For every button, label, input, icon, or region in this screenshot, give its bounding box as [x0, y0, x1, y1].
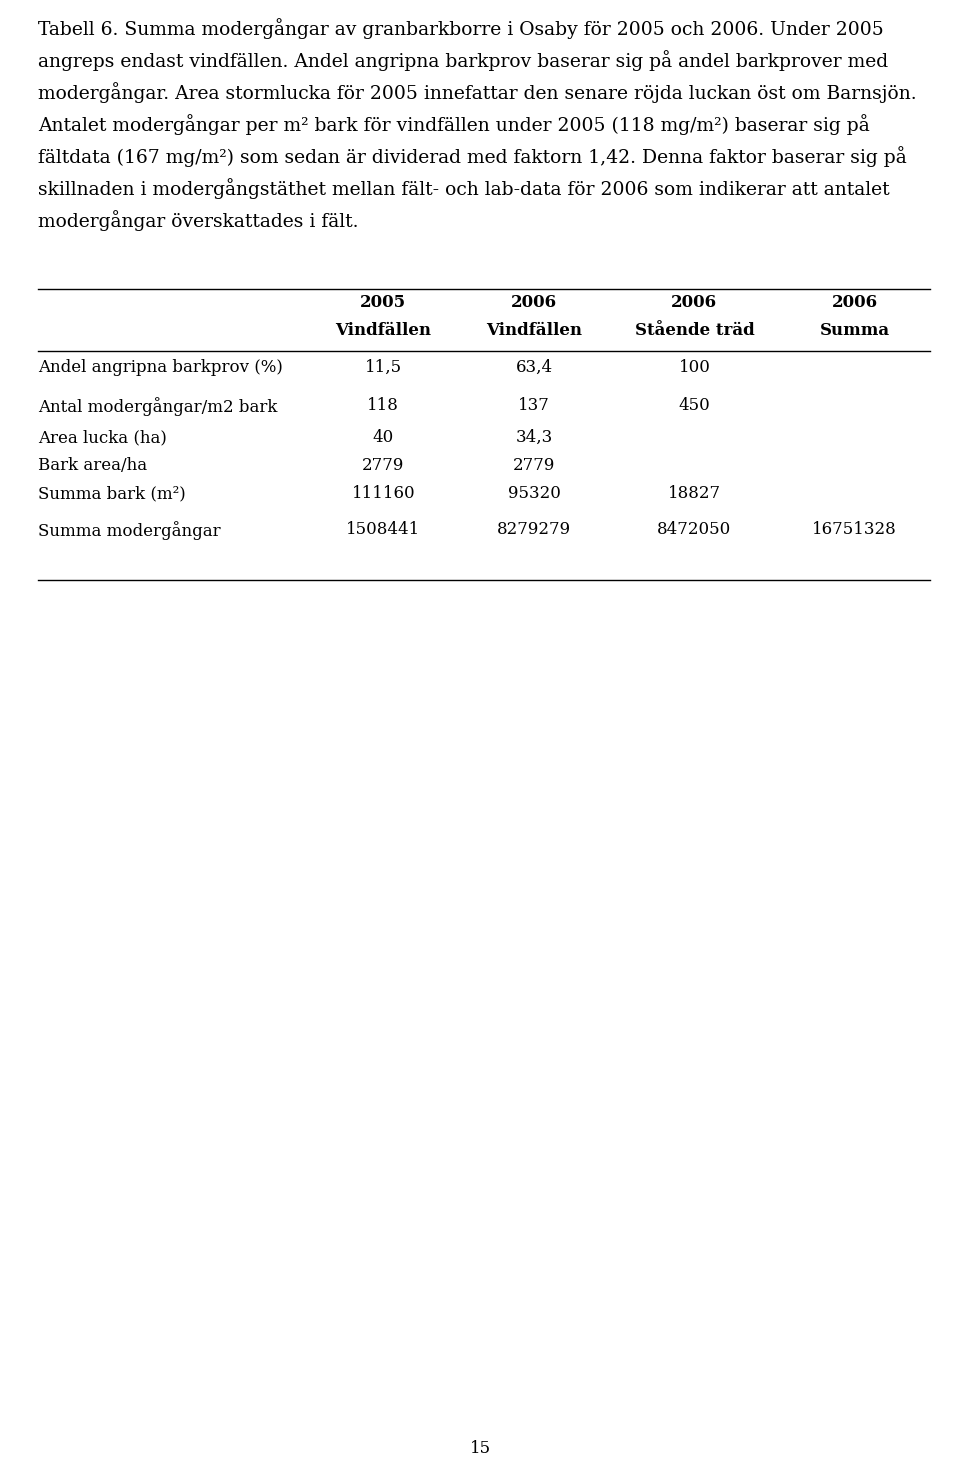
Text: Tabell 6. Summa modergångar av granbarkborre i Osaby för 2005 och 2006. Under 20: Tabell 6. Summa modergångar av granbarkb… [38, 18, 884, 38]
Text: Bark area/ha: Bark area/ha [38, 457, 147, 473]
Text: Vindfällen: Vindfällen [335, 322, 431, 339]
Text: 34,3: 34,3 [516, 429, 553, 445]
Text: 2779: 2779 [362, 457, 404, 473]
Text: 2779: 2779 [514, 457, 556, 473]
Text: 95320: 95320 [508, 485, 561, 502]
Text: modergångar. Area stormlucka för 2005 innefattar den senare röjda luckan öst om : modergångar. Area stormlucka för 2005 in… [38, 83, 917, 103]
Text: 2006: 2006 [671, 294, 717, 311]
Text: 2006: 2006 [831, 294, 877, 311]
Text: 11,5: 11,5 [365, 358, 402, 376]
Text: 16751328: 16751328 [812, 521, 897, 538]
Text: 2005: 2005 [360, 294, 406, 311]
Text: Andel angripna barkprov (%): Andel angripna barkprov (%) [38, 358, 283, 376]
Text: Antal modergångar/m2 bark: Antal modergångar/m2 bark [38, 397, 277, 416]
Text: 40: 40 [372, 429, 394, 445]
Text: 118: 118 [368, 397, 399, 414]
Text: Area lucka (ha): Area lucka (ha) [38, 429, 167, 445]
Text: Summa bark (m²): Summa bark (m²) [38, 485, 185, 502]
Text: 100: 100 [679, 358, 710, 376]
Text: 8472050: 8472050 [658, 521, 732, 538]
Text: 1508441: 1508441 [347, 521, 420, 538]
Text: 63,4: 63,4 [516, 358, 553, 376]
Text: fältdata (167 mg/m²) som sedan är dividerad med faktorn 1,42. Denna faktor baser: fältdata (167 mg/m²) som sedan är divide… [38, 146, 907, 167]
Text: 2006: 2006 [512, 294, 558, 311]
Text: 450: 450 [679, 397, 710, 414]
Text: Summa modergångar: Summa modergångar [38, 521, 221, 540]
Text: 8279279: 8279279 [497, 521, 571, 538]
Text: Antalet modergångar per m² bark för vindfällen under 2005 (118 mg/m²) baserar si: Antalet modergångar per m² bark för vind… [38, 114, 870, 134]
Text: angreps endast vindfällen. Andel angripna barkprov baserar sig på andel barkprov: angreps endast vindfällen. Andel angripn… [38, 50, 888, 71]
Text: modergångar överskattades i fält.: modergångar överskattades i fält. [38, 209, 358, 232]
Text: Stående träd: Stående träd [635, 322, 755, 339]
Text: Summa: Summa [820, 322, 890, 339]
Text: 137: 137 [518, 397, 550, 414]
Text: skillnaden i modergångstäthet mellan fält- och lab-data för 2006 som indikerar a: skillnaden i modergångstäthet mellan fäl… [38, 178, 890, 199]
Text: 111160: 111160 [351, 485, 415, 502]
Text: 15: 15 [469, 1440, 491, 1457]
Text: 18827: 18827 [668, 485, 721, 502]
Text: Vindfällen: Vindfällen [487, 322, 583, 339]
